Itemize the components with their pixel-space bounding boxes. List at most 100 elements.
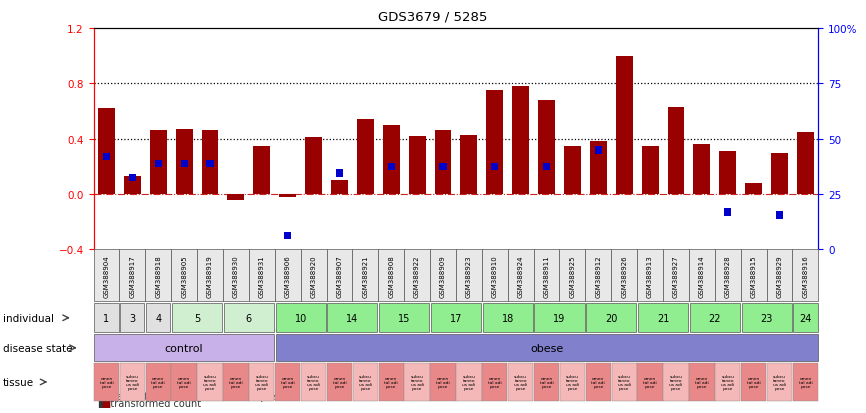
Text: 4: 4 xyxy=(155,313,161,323)
Text: 24: 24 xyxy=(799,313,811,323)
Text: 10: 10 xyxy=(294,313,307,323)
Bar xyxy=(155,160,162,168)
Text: omen
tal adi
pose: omen tal adi pose xyxy=(333,376,346,388)
Text: GSM388914: GSM388914 xyxy=(699,254,705,297)
Text: subcu
taneo
us adi
pose: subcu taneo us adi pose xyxy=(410,374,423,390)
Bar xyxy=(792,250,818,301)
Text: GSM388919: GSM388919 xyxy=(207,254,213,297)
Bar xyxy=(740,250,766,301)
Bar xyxy=(254,146,270,195)
Text: GSM388927: GSM388927 xyxy=(673,254,679,297)
Bar xyxy=(409,137,425,195)
Bar xyxy=(461,135,477,195)
Text: GSM388923: GSM388923 xyxy=(466,254,472,297)
Text: ■ transformed count: ■ transformed count xyxy=(98,398,201,408)
Bar xyxy=(336,170,343,178)
Bar xyxy=(513,87,529,195)
Bar xyxy=(637,250,663,301)
Text: subcu
taneo
us adi
pose: subcu taneo us adi pose xyxy=(514,374,527,390)
Text: ■: ■ xyxy=(101,398,111,408)
Bar xyxy=(202,131,218,195)
Bar xyxy=(543,163,550,171)
Text: GSM388922: GSM388922 xyxy=(414,254,420,297)
Bar xyxy=(487,91,503,195)
Bar xyxy=(642,146,658,195)
Text: GSM388904: GSM388904 xyxy=(103,254,109,297)
Bar xyxy=(120,250,145,301)
Text: GSM388924: GSM388924 xyxy=(518,254,524,297)
Bar xyxy=(124,177,141,195)
Bar xyxy=(430,250,456,301)
Text: 22: 22 xyxy=(708,313,721,323)
Bar xyxy=(249,250,275,301)
Bar xyxy=(301,250,326,301)
Text: 5: 5 xyxy=(194,313,200,323)
Text: 17: 17 xyxy=(449,313,462,323)
Bar xyxy=(616,57,633,195)
Bar xyxy=(98,109,115,195)
Bar xyxy=(746,183,762,195)
Bar xyxy=(383,126,399,195)
Text: omen
tal adi
pose: omen tal adi pose xyxy=(100,376,113,388)
Text: subcu
taneo
us adi
pose: subcu taneo us adi pose xyxy=(669,374,682,390)
Bar xyxy=(176,130,192,195)
Bar xyxy=(766,250,792,301)
Text: obese: obese xyxy=(530,343,563,353)
Text: GSM388918: GSM388918 xyxy=(155,254,161,297)
Text: GSM388925: GSM388925 xyxy=(570,254,575,297)
Text: omen
tal adi
pose: omen tal adi pose xyxy=(281,376,294,388)
Text: disease state: disease state xyxy=(3,343,72,353)
Bar xyxy=(223,250,249,301)
Text: GSM388920: GSM388920 xyxy=(311,254,317,297)
Text: GSM388905: GSM388905 xyxy=(181,254,187,297)
Text: omen
tal adi
pose: omen tal adi pose xyxy=(229,376,242,388)
Bar xyxy=(585,250,611,301)
Text: subcu
taneo
us adi
pose: subcu taneo us adi pose xyxy=(617,374,630,390)
Bar xyxy=(279,195,296,197)
Text: subcu
taneo
us adi
pose: subcu taneo us adi pose xyxy=(773,374,786,390)
Text: subcu
taneo
us adi
pose: subcu taneo us adi pose xyxy=(307,374,320,390)
Bar xyxy=(797,133,814,195)
Bar xyxy=(776,211,783,219)
Bar xyxy=(720,152,736,195)
Text: GSM388930: GSM388930 xyxy=(233,254,239,297)
Text: GDS3679 / 5285: GDS3679 / 5285 xyxy=(378,10,488,23)
Text: subcu
taneo
us adi
pose: subcu taneo us adi pose xyxy=(565,374,579,390)
Text: GSM388926: GSM388926 xyxy=(621,254,627,297)
Bar xyxy=(171,250,197,301)
Text: GSM388912: GSM388912 xyxy=(595,254,601,297)
Bar xyxy=(481,250,507,301)
Bar xyxy=(284,232,291,240)
Bar xyxy=(206,160,214,168)
Bar xyxy=(404,250,430,301)
Text: GSM388908: GSM388908 xyxy=(388,254,394,297)
Bar xyxy=(507,250,533,301)
Text: 21: 21 xyxy=(656,313,669,323)
Bar xyxy=(689,250,714,301)
Bar xyxy=(771,153,788,195)
Text: ■: ■ xyxy=(101,391,111,401)
Bar xyxy=(439,163,447,171)
Text: omen
tal adi
pose: omen tal adi pose xyxy=(643,376,657,388)
Text: GSM388909: GSM388909 xyxy=(440,254,446,297)
Text: subcu
taneo
us adi
pose: subcu taneo us adi pose xyxy=(204,374,216,390)
Bar xyxy=(228,195,244,200)
Text: 19: 19 xyxy=(553,313,565,323)
Text: GSM388921: GSM388921 xyxy=(362,254,368,297)
Text: omen
tal adi
pose: omen tal adi pose xyxy=(436,376,449,388)
Bar xyxy=(352,250,378,301)
Text: GSM388910: GSM388910 xyxy=(492,254,498,297)
Text: omen
tal adi
pose: omen tal adi pose xyxy=(152,376,165,388)
Bar xyxy=(388,163,395,171)
Bar xyxy=(378,250,404,301)
Bar xyxy=(559,250,585,301)
Text: ■ percentile rank within the sample: ■ percentile rank within the sample xyxy=(98,391,275,401)
Text: omen
tal adi
pose: omen tal adi pose xyxy=(178,376,191,388)
Bar xyxy=(331,181,348,195)
Text: GSM388911: GSM388911 xyxy=(544,254,550,297)
Text: 23: 23 xyxy=(760,313,772,323)
Text: omen
tal adi
pose: omen tal adi pose xyxy=(746,376,760,388)
Bar xyxy=(180,160,188,168)
Text: GSM388929: GSM388929 xyxy=(777,254,783,297)
Text: omen
tal adi
pose: omen tal adi pose xyxy=(695,376,708,388)
